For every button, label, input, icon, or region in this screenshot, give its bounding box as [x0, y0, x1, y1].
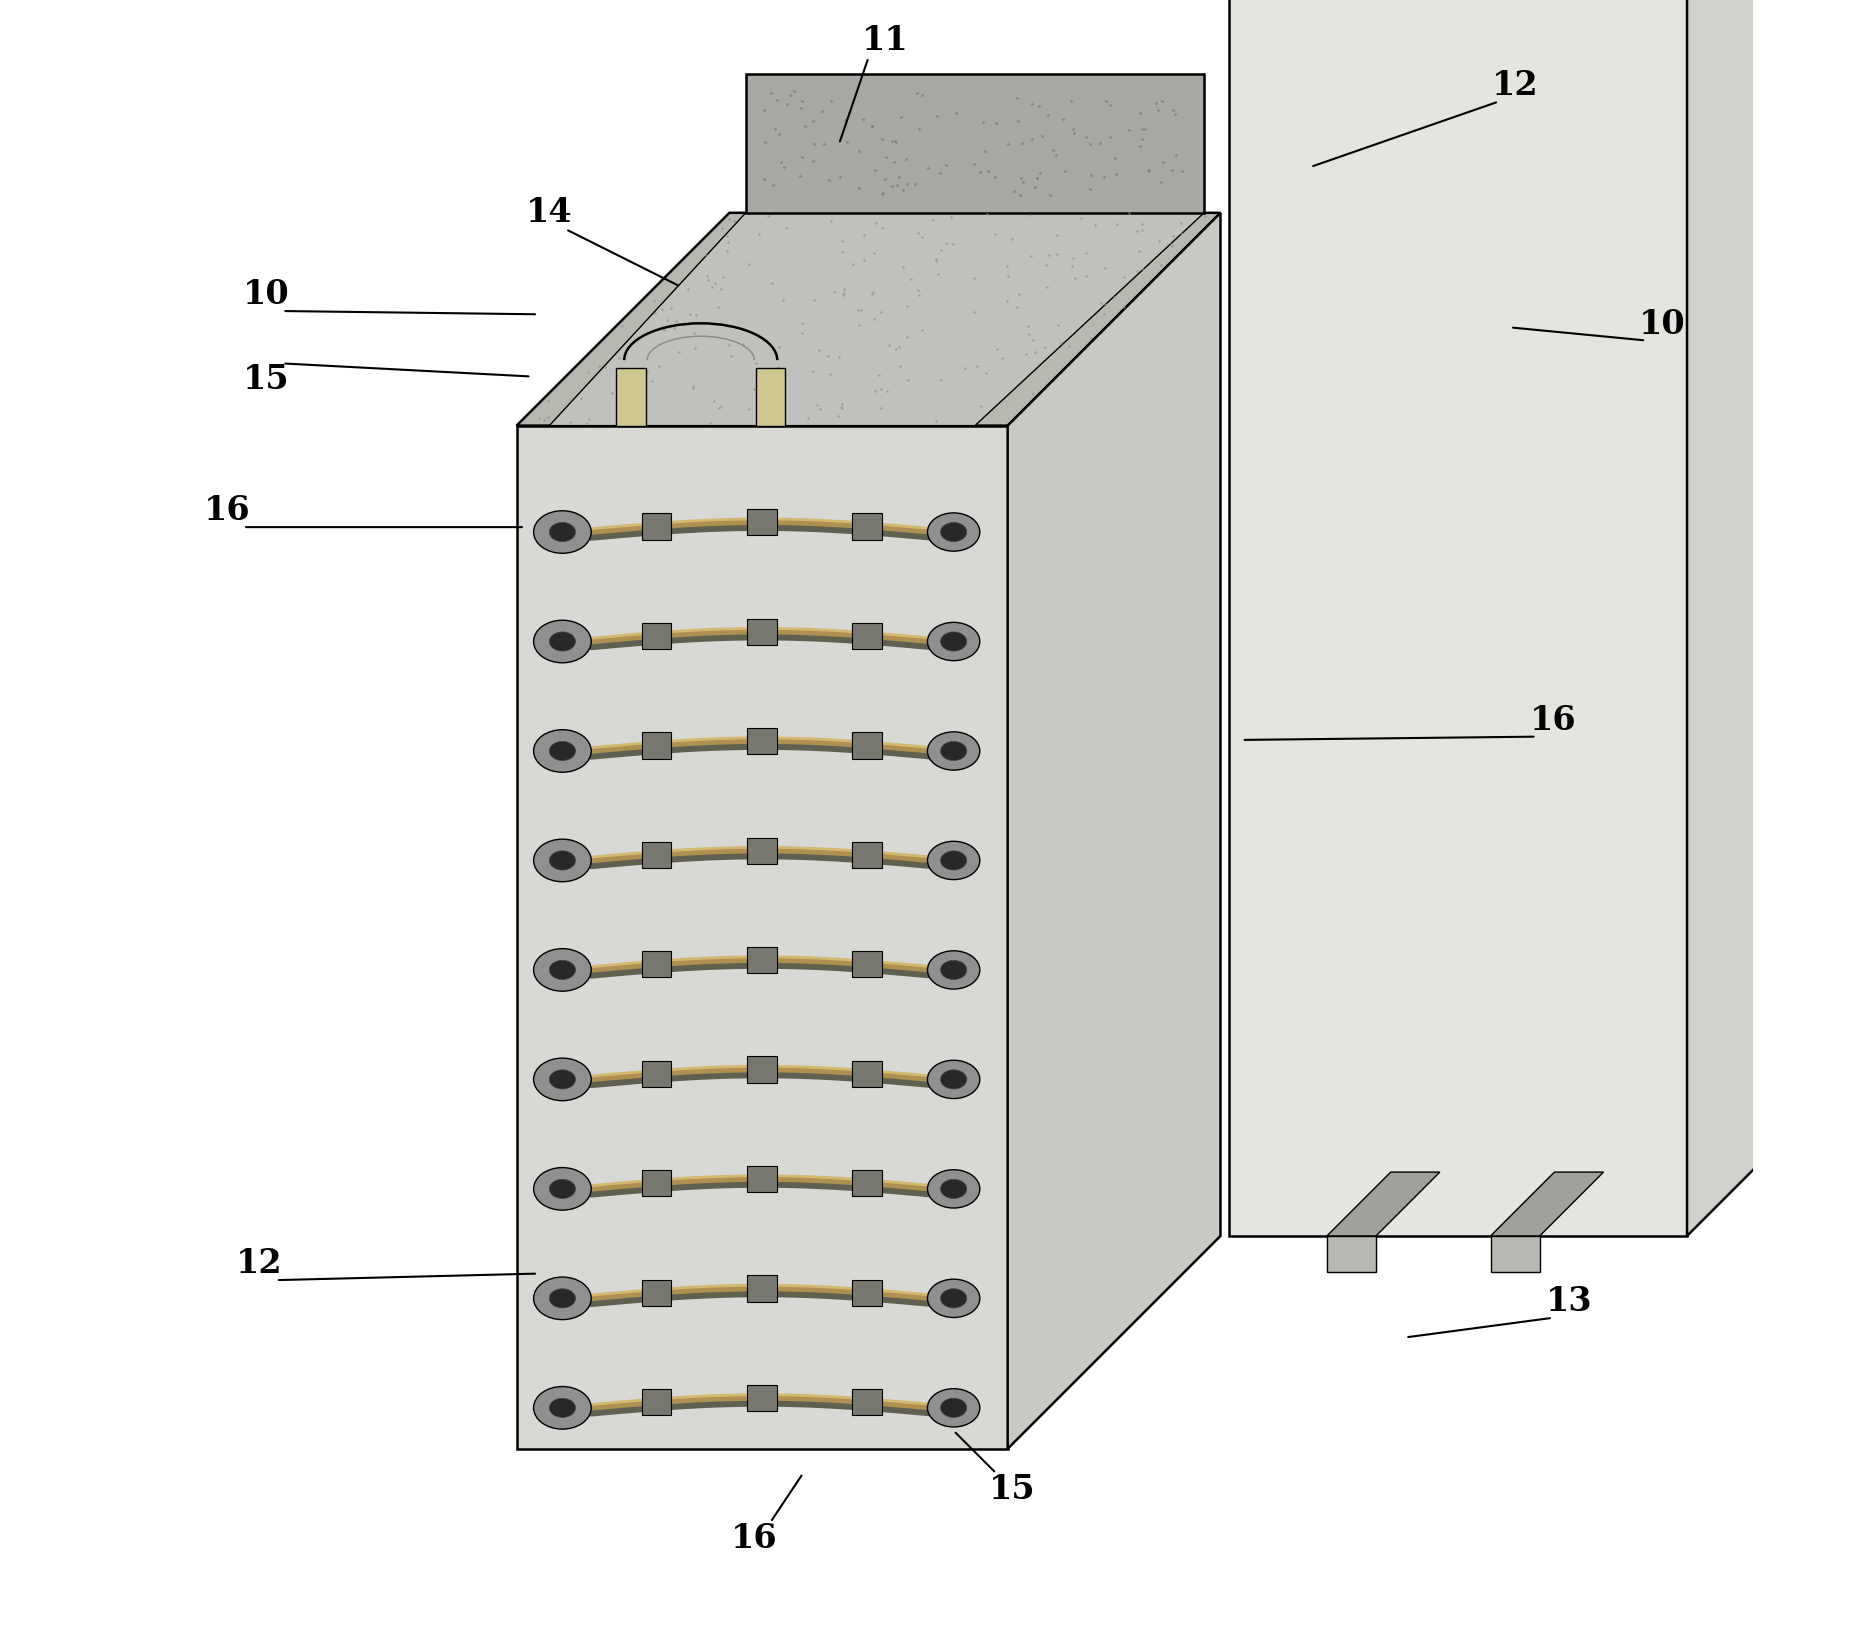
Bar — [747, 838, 777, 864]
Ellipse shape — [941, 522, 968, 542]
Bar — [747, 1166, 777, 1192]
Bar — [643, 841, 671, 868]
Ellipse shape — [534, 948, 590, 990]
Text: 16: 16 — [730, 1522, 777, 1555]
Bar — [643, 1061, 671, 1087]
Polygon shape — [1229, 0, 1687, 1236]
Ellipse shape — [549, 1288, 575, 1308]
Bar — [747, 509, 777, 535]
Ellipse shape — [534, 1387, 590, 1429]
Bar — [643, 622, 671, 648]
Bar — [643, 1170, 671, 1197]
Ellipse shape — [941, 1179, 968, 1198]
Ellipse shape — [927, 841, 981, 879]
Polygon shape — [1326, 1236, 1377, 1272]
Bar — [747, 1275, 777, 1301]
Ellipse shape — [927, 1278, 981, 1318]
Text: 13: 13 — [1547, 1285, 1592, 1318]
Bar — [747, 946, 777, 972]
Text: 15: 15 — [990, 1473, 1037, 1506]
Polygon shape — [517, 213, 1220, 426]
Bar — [643, 951, 671, 977]
Ellipse shape — [534, 1167, 590, 1210]
Text: 12: 12 — [1493, 69, 1539, 101]
Ellipse shape — [549, 1398, 575, 1418]
Ellipse shape — [941, 851, 968, 869]
Polygon shape — [1326, 1172, 1440, 1236]
Polygon shape — [745, 74, 1205, 213]
Ellipse shape — [534, 1277, 590, 1319]
Bar — [852, 1390, 882, 1416]
Text: 14: 14 — [527, 196, 573, 229]
Bar — [643, 1390, 671, 1416]
Bar — [852, 1280, 882, 1306]
Ellipse shape — [534, 840, 590, 882]
Bar — [747, 728, 777, 755]
Ellipse shape — [549, 961, 575, 979]
Ellipse shape — [549, 742, 575, 761]
Text: 10: 10 — [243, 278, 290, 311]
Polygon shape — [1687, 0, 1868, 1236]
Ellipse shape — [549, 632, 575, 652]
Ellipse shape — [927, 732, 981, 769]
Text: 11: 11 — [861, 25, 908, 57]
Ellipse shape — [927, 1061, 981, 1098]
Ellipse shape — [549, 851, 575, 869]
Ellipse shape — [927, 1388, 981, 1427]
Ellipse shape — [941, 742, 968, 761]
Bar — [852, 1061, 882, 1087]
Text: 10: 10 — [1638, 308, 1685, 340]
Bar — [852, 951, 882, 977]
Ellipse shape — [941, 961, 968, 979]
Ellipse shape — [927, 951, 981, 989]
Ellipse shape — [941, 1071, 968, 1089]
Polygon shape — [1491, 1172, 1603, 1236]
Ellipse shape — [941, 1398, 968, 1418]
Ellipse shape — [941, 1288, 968, 1308]
Bar — [643, 732, 671, 758]
Bar — [616, 368, 646, 426]
Ellipse shape — [534, 1058, 590, 1100]
Bar — [643, 1280, 671, 1306]
Bar — [852, 732, 882, 758]
Bar — [747, 1385, 777, 1411]
Ellipse shape — [549, 1179, 575, 1198]
Ellipse shape — [927, 622, 981, 661]
Polygon shape — [549, 213, 1205, 426]
Bar — [643, 514, 671, 540]
Bar — [852, 841, 882, 868]
Bar — [852, 622, 882, 648]
Polygon shape — [517, 426, 1007, 1449]
Text: 12: 12 — [235, 1247, 282, 1280]
Bar — [852, 1170, 882, 1197]
Ellipse shape — [927, 512, 981, 552]
Ellipse shape — [549, 1071, 575, 1089]
Polygon shape — [1007, 213, 1220, 1449]
Ellipse shape — [927, 1170, 981, 1208]
Text: 16: 16 — [1530, 704, 1577, 737]
Text: 16: 16 — [204, 494, 250, 527]
Polygon shape — [1491, 1236, 1539, 1272]
Ellipse shape — [534, 620, 590, 663]
Ellipse shape — [549, 522, 575, 542]
Bar — [747, 619, 777, 645]
Ellipse shape — [534, 511, 590, 553]
Bar — [852, 514, 882, 540]
Text: 15: 15 — [243, 363, 290, 396]
Bar — [755, 368, 785, 426]
Ellipse shape — [534, 730, 590, 773]
Bar — [747, 1056, 777, 1082]
Ellipse shape — [941, 632, 968, 652]
